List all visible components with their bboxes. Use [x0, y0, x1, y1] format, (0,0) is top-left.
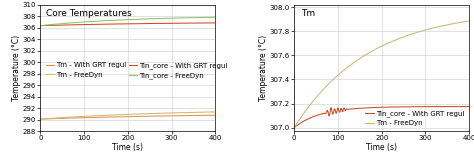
Tm - FreeDyn [292, 126, 297, 128]
Tin_core - With GRT regul [428, 106, 434, 108]
Tin_core - With GRT regul [292, 126, 297, 128]
Tm - FreeDyn [55, 117, 61, 119]
Tin_core - With GRT regul [431, 106, 437, 108]
Tm - With GRT regul [115, 116, 120, 118]
Tin_core - FreeDyn [55, 23, 61, 25]
Tin_core - With GRT regul [158, 22, 164, 24]
Tm - With GRT regul [55, 118, 61, 120]
Tm - FreeDyn [362, 54, 368, 56]
Tin_core - FreeDyn [37, 25, 43, 27]
Tin_core - With GRT regul [212, 22, 218, 24]
Tm - With GRT regul [158, 115, 164, 117]
Tin_core - With GRT regul [177, 22, 183, 24]
Legend: Tm - With GRT regul, Tm - FreeDyn, Tin_core - With GRT regul, Tin_core - FreeDyn: Tm - With GRT regul, Tm - FreeDyn, Tin_c… [46, 62, 228, 79]
Tin_core - With GRT regul [362, 107, 368, 109]
Line: Tin_core - With GRT regul: Tin_core - With GRT regul [40, 23, 215, 26]
Tm - FreeDyn [431, 27, 437, 29]
Tm - FreeDyn [177, 112, 183, 114]
Tm - FreeDyn [212, 111, 218, 113]
X-axis label: Time (s): Time (s) [366, 143, 397, 152]
Line: Tm - FreeDyn: Tm - FreeDyn [294, 21, 469, 127]
Tin_core - With GRT regul [37, 25, 43, 27]
Tm - FreeDyn [411, 32, 417, 34]
Tin_core - FreeDyn [108, 19, 114, 21]
Tm - FreeDyn [158, 112, 164, 114]
Tm - FreeDyn [108, 114, 114, 116]
Tin_core - FreeDyn [115, 19, 120, 21]
Tin_core - FreeDyn [212, 16, 218, 18]
Tm - FreeDyn [37, 118, 43, 120]
Tm - FreeDyn [115, 114, 120, 116]
Tm - FreeDyn [466, 20, 472, 22]
Tm - With GRT regul [177, 115, 183, 117]
Line: Tin_core - With GRT regul: Tin_core - With GRT regul [294, 107, 469, 127]
Tm - FreeDyn [174, 112, 180, 114]
Tin_core - With GRT regul [174, 22, 180, 24]
Line: Tin_core - FreeDyn: Tin_core - FreeDyn [40, 17, 215, 26]
Tm - FreeDyn [428, 28, 434, 30]
Tm - FreeDyn [309, 101, 315, 103]
Legend: Tin_core - With GRT regul, Tm - FreeDyn: Tin_core - With GRT regul, Tm - FreeDyn [365, 110, 464, 126]
Text: Core Temperatures: Core Temperatures [46, 9, 131, 18]
Tm - With GRT regul [37, 118, 43, 120]
Y-axis label: Temperature (°C): Temperature (°C) [259, 35, 268, 101]
Tm - With GRT regul [108, 116, 114, 118]
X-axis label: Time (s): Time (s) [112, 143, 143, 152]
Text: Tm: Tm [301, 9, 315, 18]
Tin_core - With GRT regul [115, 23, 120, 25]
Y-axis label: Temperature (°C): Temperature (°C) [12, 35, 21, 101]
Tm - With GRT regul [212, 114, 218, 116]
Line: Tm - With GRT regul: Tm - With GRT regul [40, 115, 215, 119]
Tin_core - FreeDyn [158, 17, 164, 19]
Tin_core - With GRT regul [411, 106, 417, 108]
Tin_core - FreeDyn [177, 17, 183, 19]
Tin_core - With GRT regul [466, 106, 472, 108]
Tin_core - With GRT regul [55, 24, 61, 26]
Tin_core - With GRT regul [108, 23, 114, 25]
Line: Tm - FreeDyn: Tm - FreeDyn [40, 112, 215, 119]
Tm - With GRT regul [174, 115, 180, 117]
Tin_core - FreeDyn [174, 17, 180, 19]
Tin_core - With GRT regul [368, 107, 374, 109]
Tm - FreeDyn [368, 51, 374, 53]
Tin_core - With GRT regul [309, 116, 315, 118]
